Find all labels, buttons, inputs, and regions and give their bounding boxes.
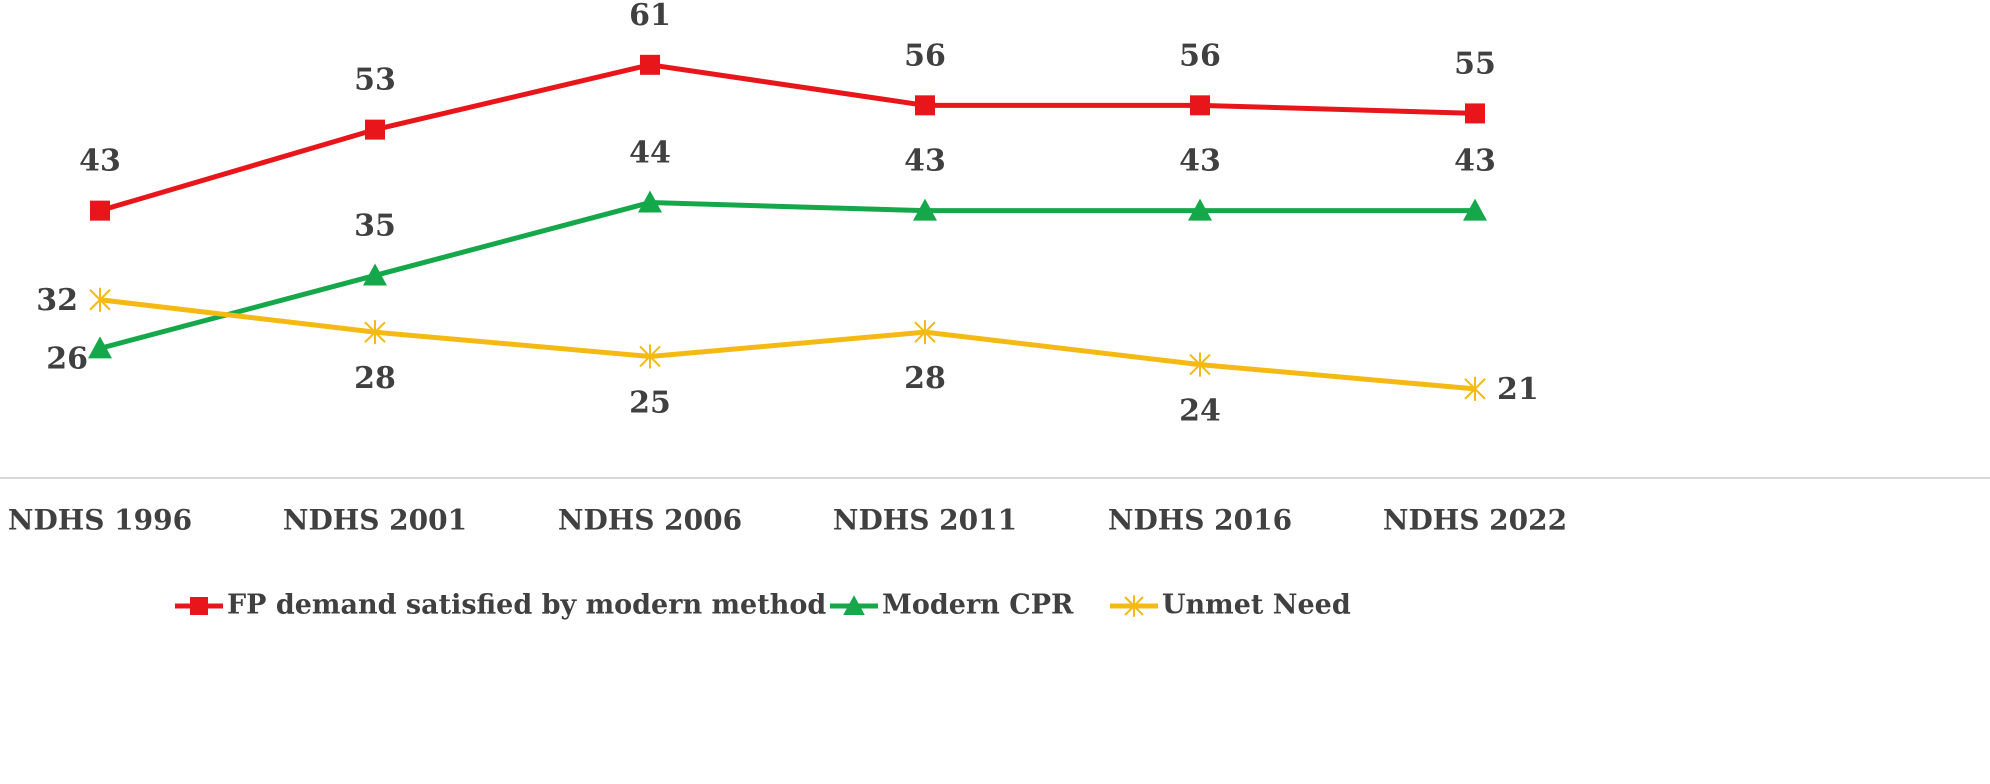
- marker: [1465, 103, 1485, 124]
- marker: [913, 198, 937, 221]
- legend-marker: [843, 595, 865, 615]
- legend-label: FP demand satisfied by modern method: [227, 590, 826, 621]
- legend-marker: [190, 597, 208, 615]
- data-label: 26: [46, 341, 88, 376]
- data-label: 28: [354, 361, 396, 396]
- data-label: 28: [904, 361, 946, 396]
- series-line: [99, 297, 1476, 392]
- marker: [638, 190, 662, 213]
- marker: [88, 336, 112, 359]
- marker: [1189, 352, 1211, 377]
- marker: [915, 95, 935, 116]
- marker: [640, 54, 660, 75]
- data-label: 56: [1179, 38, 1221, 73]
- x-tick-label: NDHS 2006: [558, 504, 742, 537]
- data-label: 43: [1179, 144, 1221, 179]
- marker: [89, 287, 111, 312]
- data-label: 44: [629, 136, 671, 171]
- data-label: 61: [629, 0, 671, 33]
- marker: [1188, 198, 1212, 221]
- data-label: 24: [1179, 394, 1221, 429]
- x-tick-label: NDHS 2011: [833, 504, 1017, 537]
- marker: [90, 200, 110, 221]
- x-tick-label: NDHS 2016: [1108, 504, 1292, 537]
- data-label: 32: [36, 283, 78, 318]
- marker: [1464, 376, 1486, 401]
- data-label: 43: [1454, 144, 1496, 179]
- marker: [364, 320, 386, 345]
- data-label: 43: [904, 144, 946, 179]
- data-label: 56: [904, 38, 946, 73]
- data-label: 21: [1497, 372, 1539, 407]
- series-line: [99, 200, 1475, 351]
- x-tick-label: NDHS 1996: [8, 504, 192, 537]
- marker: [363, 263, 387, 286]
- legend-marker: [1124, 595, 1144, 617]
- series-line: [99, 62, 1476, 214]
- legend-label: Modern CPR: [882, 590, 1074, 621]
- marker: [639, 344, 661, 369]
- data-label: 55: [1454, 46, 1496, 81]
- marker: [1190, 95, 1210, 116]
- marker: [1463, 198, 1487, 221]
- data-label: 53: [354, 63, 396, 98]
- data-label: 35: [354, 208, 396, 243]
- data-label: 43: [79, 144, 121, 179]
- marker: [365, 119, 385, 140]
- data-label: 25: [629, 385, 671, 420]
- marker: [914, 320, 936, 345]
- legend-label: Unmet Need: [1162, 590, 1351, 621]
- x-tick-label: NDHS 2022: [1383, 504, 1567, 537]
- x-tick-label: NDHS 2001: [283, 504, 467, 537]
